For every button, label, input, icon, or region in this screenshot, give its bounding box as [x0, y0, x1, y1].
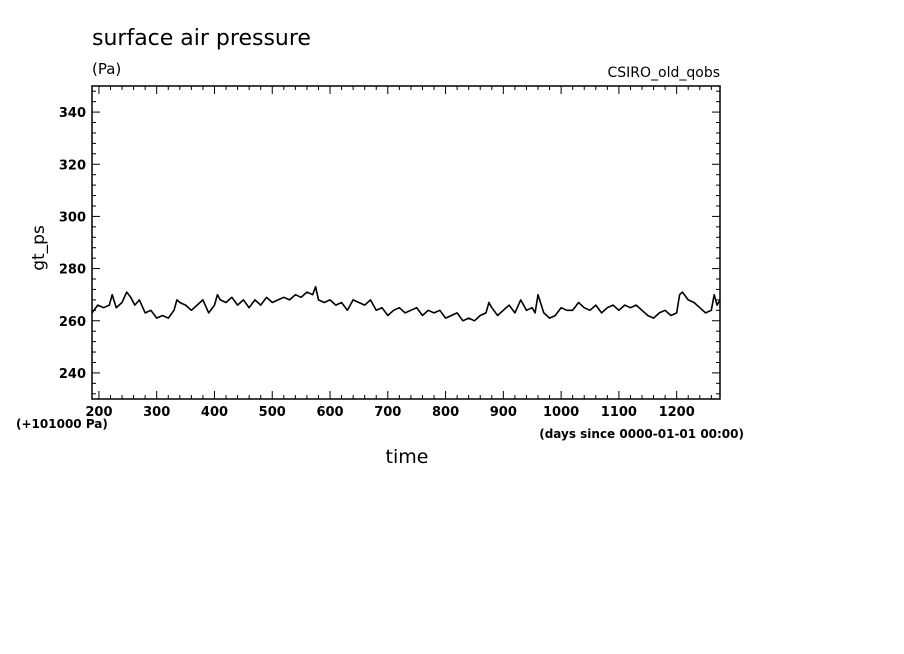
x-tick-label: 900: [490, 405, 517, 420]
series-line: [91, 285, 721, 322]
y-tick-labels: 240 260 280 300 320 340: [59, 106, 86, 382]
dataset-label: CSIRO_old_qobs: [607, 65, 720, 81]
x-tick-label: 1000: [543, 405, 579, 420]
y-tick-label: 320: [59, 158, 86, 173]
x-tick-label: 800: [432, 405, 459, 420]
ticks: [92, 86, 720, 399]
x-tick-labels: 200 300 400 500 600 700 800 900 1000 1100 1200: [85, 405, 694, 420]
y-axis-label: gt_ps: [29, 225, 49, 271]
chart-title: surface air pressure: [92, 26, 311, 51]
y-tick-label: 340: [59, 106, 86, 121]
y-tick-label: 280: [59, 263, 86, 278]
x-tick-label: 700: [374, 405, 401, 420]
x-tick-label: 1100: [601, 405, 637, 420]
plot-frame: [91, 85, 721, 400]
x-tick-label: 400: [201, 405, 228, 420]
x-tick-label: 1200: [659, 405, 695, 420]
x-tick-label: 300: [143, 405, 170, 420]
chart-units: (Pa): [92, 60, 121, 78]
y-tick-label: 240: [59, 367, 86, 382]
y-tick-label: 260: [59, 315, 86, 330]
x-tick-label: 600: [316, 405, 343, 420]
y-tick-label: 300: [59, 210, 86, 225]
x-tick-label: 500: [259, 405, 286, 420]
x-tick-label: 200: [85, 405, 112, 420]
offset-label: (+101000 Pa): [16, 417, 108, 431]
x-axis-label: time: [386, 446, 429, 468]
x-units-label: (days since 0000-01-01 00:00): [539, 427, 744, 441]
